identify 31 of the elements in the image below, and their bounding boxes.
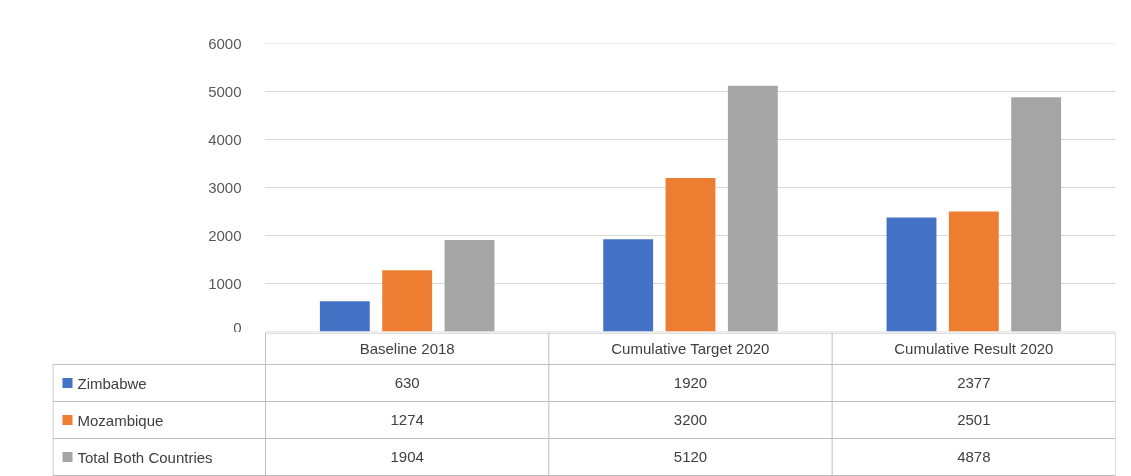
y-tick-label: 0 [233,318,242,336]
bar [948,211,999,332]
data-label: 2377 [957,374,991,391]
data-label: 1920 [673,374,708,391]
data-label: 4878 [957,448,991,465]
data-label: 2501 [957,411,991,428]
bar [665,177,716,332]
y-tick-label: 1000 [208,274,242,292]
bar [382,270,433,332]
y-tick-label: 4000 [208,130,242,148]
data-label: 1904 [390,448,424,465]
y-tick-label: 2000 [208,226,242,244]
bar [886,217,937,332]
legend-label: Total Both Countries [77,448,213,466]
data-label: 3200 [673,411,708,428]
x-tick-label: Cumulative Result 2020 [894,340,1054,357]
bar [727,85,778,332]
data-label: 1274 [390,411,424,428]
legend-label: Zimbabwe [77,374,147,392]
y-tick-label: 6000 [208,34,242,52]
bar [603,239,654,332]
y-tick-label: 3000 [208,178,242,196]
x-tick-label: Cumulative Target 2020 [611,340,770,357]
bar [1011,97,1062,332]
bar [319,301,370,332]
x-tick-label: Baseline 2018 [359,340,455,357]
y-tick-label: 5000 [208,82,242,100]
bar [444,240,495,332]
data-label: 5120 [673,448,708,465]
legend-label: Mozambique [77,411,164,429]
data-label: 630 [394,374,420,391]
